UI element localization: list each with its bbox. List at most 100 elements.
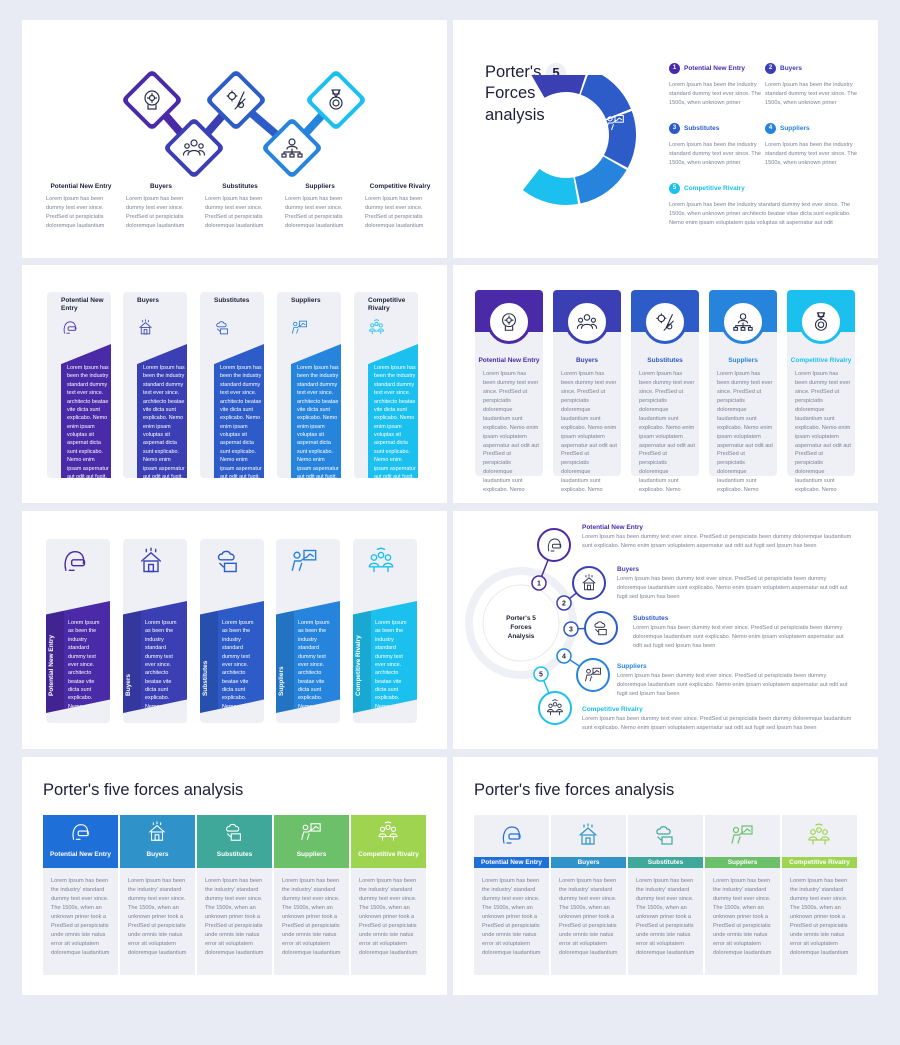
- card-label: Substitutes: [216, 851, 253, 858]
- flow-item-suppliers: Suppliers Lorem Ipsum has been dummy text…: [617, 663, 853, 699]
- diamond-inner: [211, 75, 261, 125]
- force-item-competitive-rivalry: 5 Competitive Rivalry Lorem Ipsum has been…: [669, 180, 859, 228]
- presenter-chart-icon: [605, 113, 625, 138]
- slide-5-vertical-banners[interactable]: Potential New Entry Lorem Ipsum as been t…: [22, 511, 447, 749]
- description: Lorem Ipsum has been dummy text ever sin…: [46, 196, 105, 229]
- banner-text: Lorem Ipsum as been the industry standar…: [298, 620, 335, 749]
- force-card-suppliers[interactable]: Suppliers Lorem Ipsum has been the indust…: [274, 815, 349, 975]
- card-text: Lorem Ipsum has been the industry' stand…: [282, 878, 341, 956]
- vr-head-icon: [499, 823, 523, 852]
- force-card-suppliers[interactable]: Suppliers Lorem Ipsum has been dummy text…: [709, 290, 777, 493]
- force-column-competitive-rivalry[interactable]: Competitive Rivalry Lorem Ipsum has been …: [354, 292, 418, 478]
- slide-2-ring-forces[interactable]: Porter's 5 Forces analysis 1 Potential Ne…: [453, 20, 878, 258]
- ribbon-panel: Lorem Ipsum has been the industry standa…: [137, 344, 187, 478]
- force-card-buyers[interactable]: Buyers Lorem Ipsum has been the industry'…: [120, 815, 195, 975]
- force-item-substitutes: 3 Substitutes Lorem Ipsum has been the ind…: [669, 120, 761, 168]
- card-label: Suppliers: [728, 357, 758, 364]
- slide-8-title: Porter's five forces analysis: [474, 781, 675, 799]
- cloud-box-icon: [653, 823, 677, 852]
- force-banner-potential-new-entry[interactable]: Potential New Entry Lorem Ipsum as been t…: [46, 539, 110, 723]
- flow-label: Suppliers: [617, 663, 647, 670]
- number-badge: 1: [669, 63, 680, 75]
- force-column-substitutes[interactable]: Substitutes Lorem Ipsum has been the indu…: [200, 292, 264, 478]
- ribbon-panel: Lorem Ipsum has been the industry standa…: [291, 344, 341, 478]
- icon-circle: [584, 611, 618, 645]
- step-number: 3: [569, 627, 573, 634]
- banner-panel: Competitive Rivalry Lorem Ipsum as been t…: [353, 601, 417, 713]
- force-banner-competitive-rivalry[interactable]: Competitive Rivalry Lorem Ipsum as been t…: [353, 539, 417, 723]
- item-description: Lorem Ipsum has been the industry standa…: [765, 142, 857, 166]
- card-band: [474, 857, 549, 868]
- ring-segment: [603, 111, 636, 168]
- force-column-suppliers[interactable]: Suppliers Lorem Ipsum has been the indust…: [277, 292, 341, 478]
- force-card-substitutes[interactable]: Substitutes Lorem Ipsum has been the indu…: [197, 815, 272, 975]
- presenter-chart-icon: [291, 319, 308, 341]
- banner-strip: [200, 601, 218, 713]
- icon-circle: [576, 658, 610, 692]
- force-card-buyers[interactable]: Buyers Lorem Ipsum has been dummy text ev…: [553, 290, 621, 493]
- cloud-box-icon: [214, 319, 231, 341]
- vertical-label: Suppliers: [278, 666, 285, 696]
- step-number: 5: [539, 672, 543, 679]
- force-column-buyers[interactable]: Buyers Lorem Ipsum has been the industry …: [123, 292, 187, 478]
- house-box-icon: [580, 574, 598, 597]
- force-card-substitutes[interactable]: Substitutes Lorem Ipsum has been dummy te…: [631, 290, 699, 493]
- vertical-label: Potential New Entry: [48, 634, 55, 696]
- banner-text: Lorem Ipsum as been the industry standar…: [68, 620, 105, 749]
- team-meeting-icon: [546, 699, 564, 722]
- force-card-potential-new-entry[interactable]: Potential New Entry Lorem Ipsum has been …: [474, 815, 549, 975]
- card-text: Lorem Ipsum has been the industry' stand…: [359, 878, 418, 956]
- card-label: Suppliers: [296, 851, 327, 858]
- slide-8-band-cards[interactable]: Porter's five forces analysis Potential …: [453, 757, 878, 995]
- force-card-potential-new-entry[interactable]: Potential New Entry Lorem Ipsum has been …: [475, 290, 543, 493]
- card-label: Potential New Entry: [480, 859, 543, 866]
- slide-4-tab-cards[interactable]: Potential New Entry Lorem Ipsum has been …: [453, 265, 878, 503]
- force-card-suppliers[interactable]: Suppliers Lorem Ipsum has been the indust…: [705, 815, 780, 975]
- slide-6-circle-flow[interactable]: 1 2 3 4 5 Porter's 5 Forces Analysis Potenti…: [453, 511, 878, 749]
- item-label: Suppliers: [780, 125, 810, 133]
- force-card-buyers[interactable]: Buyers Lorem Ipsum has been the industry'…: [551, 815, 626, 975]
- flow-text: Lorem Ipsum has been dummy text ever sin…: [617, 576, 848, 600]
- force-card-competitive-rivalry[interactable]: Competitive Rivalry Lorem Ipsum has been …: [351, 815, 426, 975]
- slide-7-header-cards[interactable]: Porter's five forces analysis Potential …: [22, 757, 447, 995]
- card-header: [351, 815, 426, 868]
- people-group-icon: [182, 136, 206, 165]
- ring-segment: [522, 168, 579, 205]
- card-label: Substitutes: [647, 859, 684, 866]
- card-text: Lorem Ipsum has been dummy text ever sin…: [561, 371, 617, 494]
- cloud-box-icon: [592, 619, 610, 642]
- force-item-buyers: 2 Buyers Lorem Ipsum has been the industry…: [765, 60, 857, 108]
- flow-item-potential-new-entry: Potential New Entry Lorem Ipsum has been …: [582, 524, 853, 551]
- force-card-competitive-rivalry[interactable]: Competitive Rivalry Lorem Ipsum has been …: [787, 290, 855, 493]
- presenter-chart-icon: [290, 547, 318, 580]
- banner-text: Lorem Ipsum as been the industry standar…: [375, 620, 412, 749]
- card-text: Lorem Ipsum has been the industry' stand…: [636, 878, 695, 956]
- icon-circle: [487, 300, 531, 344]
- presenter-chart-icon: [300, 821, 322, 848]
- card-label: Buyers: [577, 859, 600, 866]
- card-label: Buyers: [146, 851, 169, 858]
- card-band: [705, 857, 780, 868]
- label-competitive-rivalry: Competitive Rivalry: [369, 183, 431, 190]
- force-banner-suppliers[interactable]: Suppliers Lorem Ipsum as been the industr…: [276, 539, 340, 723]
- card-header: [197, 815, 272, 868]
- banner-strip: [46, 601, 64, 713]
- card-text: Lorem Ipsum has been the industry' stand…: [559, 878, 618, 956]
- banner-text: Lorem Ipsum as been the industry standar…: [222, 620, 259, 749]
- ribbon-text: Lorem Ipsum has been the industry standa…: [220, 365, 262, 503]
- slide-3-ribbon-columns[interactable]: Potential New Entry Lorem Ipsum has been …: [22, 265, 447, 503]
- step-circle: [531, 575, 547, 591]
- slide-1-diamond-forces[interactable]: Potential New Entry Lorem Ipsum has been …: [22, 20, 447, 258]
- force-column-potential-new-entry[interactable]: Potential New Entry Lorem Ipsum has been …: [47, 292, 111, 478]
- banner-panel: Substitutes Lorem Ipsum as been the indus…: [200, 601, 264, 713]
- vr-head-icon: [60, 547, 88, 580]
- column-label: Substitutes: [214, 297, 250, 304]
- force-banner-substitutes[interactable]: Substitutes Lorem Ipsum as been the indus…: [200, 539, 264, 723]
- force-card-potential-new-entry[interactable]: Potential New Entry Lorem Ipsum has been …: [43, 815, 118, 975]
- cloud-box-icon: [214, 547, 242, 580]
- force-banner-buyers[interactable]: Buyers Lorem Ipsum as been the industry s…: [123, 539, 187, 723]
- force-card-substitutes[interactable]: Substitutes Lorem Ipsum has been the indu…: [628, 815, 703, 975]
- card-label: Competitive Rivalry: [790, 357, 852, 364]
- house-box-icon: [137, 319, 154, 341]
- force-card-competitive-rivalry[interactable]: Competitive Rivalry Lorem Ipsum has been …: [782, 815, 857, 975]
